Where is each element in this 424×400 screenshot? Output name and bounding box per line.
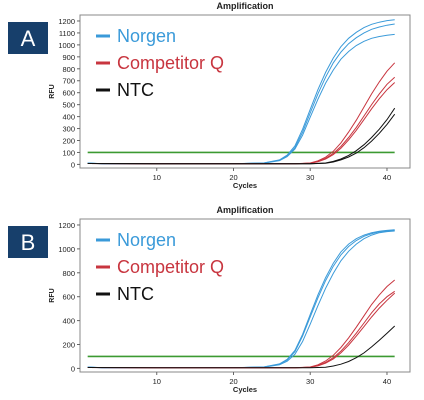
x-tick-label: 40 (383, 173, 391, 182)
panel-badge-label: A (21, 26, 36, 51)
plot-area (79, 14, 411, 169)
legend-label: Norgen (117, 26, 176, 46)
x-tick-label: 10 (153, 377, 161, 386)
legend-label: NTC (117, 284, 154, 304)
y-tick-label: 100 (62, 148, 75, 157)
y-tick-label: 900 (62, 53, 75, 62)
panel-badge (8, 226, 48, 258)
y-tick-label: 600 (62, 293, 75, 302)
y-tick-label: 800 (62, 65, 75, 74)
plot-area (79, 218, 411, 373)
y-tick-label: 1100 (59, 29, 75, 38)
legend-label: Competitor Q (117, 257, 224, 277)
x-tick-label: 20 (229, 173, 237, 182)
x-tick-label: 20 (229, 377, 237, 386)
y-axis-label: RFU (49, 84, 56, 98)
x-axis-label: Cycles (233, 181, 257, 190)
y-tick-label: 1000 (58, 41, 75, 50)
series-line-ntc (87, 325, 396, 369)
series-line-competitor-q (87, 62, 396, 165)
chart-panel-b: B Amplification 0 200 400 600 800 1000 1200 10 20 3… (8, 205, 411, 394)
y-axis-label: RFU (49, 288, 56, 302)
legend-label: NTC (117, 80, 154, 100)
series-line-ntc (87, 113, 396, 165)
x-tick-label: 10 (153, 173, 161, 182)
y-tick-label: 200 (62, 341, 75, 350)
y-tick-label: 1000 (58, 245, 75, 254)
series-line-ntc (87, 107, 396, 165)
y-tick-label: 400 (62, 113, 75, 122)
chart-title: Amplification (216, 205, 273, 215)
x-tick-label: 30 (306, 173, 314, 182)
x-axis-label: Cycles (233, 385, 257, 394)
x-tick-label: 40 (383, 377, 391, 386)
chart-panel-a: A Amplification 0 100 200 300 400 500 600 700 800 9… (8, 1, 411, 190)
y-tick-label: 600 (62, 89, 75, 98)
y-tick-label: 400 (62, 317, 75, 326)
chart-title: Amplification (216, 1, 273, 11)
y-tick-label: 0 (71, 160, 75, 169)
y-tick-label: 200 (62, 137, 75, 146)
y-tick-label: 700 (62, 77, 75, 86)
panel-badge (8, 22, 48, 54)
legend-label: Competitor Q (117, 53, 224, 73)
y-tick-label: 1200 (58, 17, 75, 26)
panel-badge-label: B (21, 230, 36, 255)
legend-label: Norgen (117, 230, 176, 250)
y-tick-label: 800 (62, 269, 75, 278)
y-tick-label: 300 (62, 125, 75, 134)
y-tick-label: 500 (62, 101, 75, 110)
y-tick-label: 0 (71, 364, 75, 373)
y-tick-label: 1200 (58, 221, 75, 230)
x-tick-label: 30 (306, 377, 314, 386)
